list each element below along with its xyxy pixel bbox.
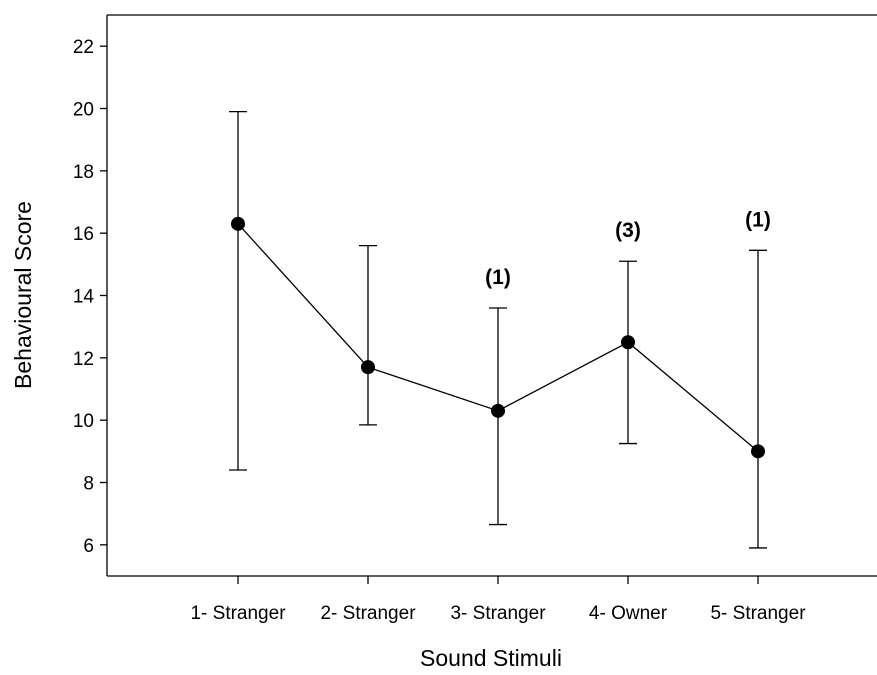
series-line — [231, 216, 765, 459]
data-point — [491, 403, 505, 418]
x-axis-title: Sound Stimuli — [420, 645, 562, 671]
y-tick-label: 12 — [73, 349, 94, 370]
y-tick-label: 22 — [73, 37, 94, 58]
x-tick-label: 4- Owner — [589, 603, 668, 624]
x-tick-label: 5- Stranger — [710, 603, 806, 624]
annotation-label: (1) — [485, 266, 511, 289]
y-axis-ticks: 6 8 10 12 14 16 18 20 22 — [73, 37, 107, 557]
x-tick-label: 2- Stranger — [320, 603, 416, 624]
data-point — [621, 335, 635, 350]
data-point — [751, 444, 765, 459]
y-tick-label: 20 — [73, 100, 94, 121]
annotations: (1) (3) (1) — [485, 208, 771, 289]
annotation-label: (3) — [615, 219, 641, 242]
plot-axes — [106, 14, 877, 577]
y-tick-label: 8 — [83, 474, 94, 495]
y-tick-label: 6 — [83, 536, 94, 557]
data-point — [361, 360, 375, 375]
x-axis-ticks: 1- Stranger 2- Stranger 3- Stranger 4- Owne… — [190, 576, 806, 624]
y-tick-label: 16 — [73, 224, 94, 245]
annotation-label: (1) — [745, 208, 771, 231]
y-tick-label: 14 — [73, 287, 95, 308]
data-point — [231, 216, 245, 231]
x-tick-label: 3- Stranger — [450, 603, 546, 624]
y-tick-label: 10 — [73, 411, 94, 432]
x-tick-label: 1- Stranger — [190, 603, 286, 624]
y-axis-title: Behavioural Score — [10, 201, 36, 389]
error-bars — [229, 110, 767, 549]
y-tick-label: 18 — [73, 162, 94, 183]
